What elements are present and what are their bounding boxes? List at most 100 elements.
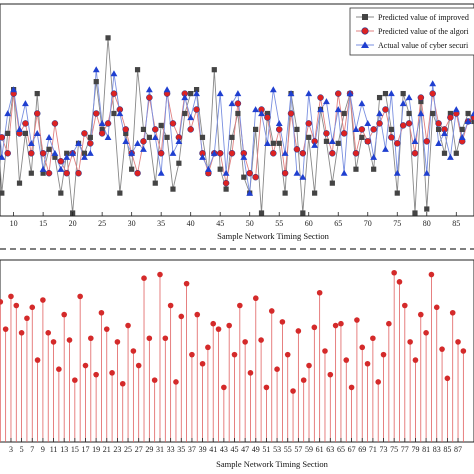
series-1-point: [418, 98, 424, 105]
series-3-point: [358, 100, 366, 107]
series-3-point: [145, 86, 153, 93]
stem-point: [82, 362, 89, 369]
stem-point: [221, 384, 227, 391]
stem-point: [173, 379, 179, 385]
bottom-x-tick-label: 57: [294, 445, 302, 454]
series-1-point: [341, 110, 347, 117]
series-3-point: [458, 133, 466, 140]
series-1-point: [276, 140, 282, 146]
series-1-point: [217, 166, 223, 172]
series-3-point: [45, 133, 53, 140]
top-x-tick-label: 15: [39, 219, 47, 228]
stem-point: [72, 377, 78, 383]
legend-label-algorithm: Predicted value of the algori: [378, 27, 469, 36]
bottom-x-tick-label: 15: [71, 445, 79, 454]
series-3-point: [429, 80, 437, 87]
bottom-x-tick-label: 25: [124, 445, 132, 454]
stem-point: [226, 322, 232, 329]
stem-point: [103, 326, 110, 332]
series-3-point: [275, 120, 283, 127]
series-1-point: [229, 134, 235, 140]
bottom-x-tick-label: 53: [273, 445, 281, 454]
series-3-point: [264, 139, 271, 146]
bottom-x-tick-label: 39: [199, 445, 207, 454]
stem-point: [338, 320, 344, 327]
series-1-point: [459, 126, 465, 133]
stem-point: [295, 328, 302, 334]
stem-point: [167, 302, 174, 309]
bottom-x-tick-label: 41: [209, 445, 217, 454]
stem-point: [449, 309, 456, 316]
stem-point: [77, 293, 83, 300]
series-2-point: [252, 173, 259, 181]
series-1-point: [182, 110, 188, 117]
top-x-tick-label: 35: [157, 219, 165, 228]
stem-point: [215, 326, 222, 332]
series-2-point: [157, 150, 165, 157]
stem-point: [386, 320, 392, 327]
top-x-tick-label: 20: [69, 219, 77, 228]
series-1-point: [81, 150, 88, 156]
stem-point: [141, 275, 147, 282]
legend-marker-triangle: [361, 41, 369, 48]
stem-point: [93, 371, 99, 378]
series-1-point: [435, 126, 442, 133]
series-2-point: [51, 120, 59, 127]
series-1-point: [241, 174, 247, 180]
series-1-point: [34, 90, 40, 97]
series-3-point: [370, 153, 378, 160]
series-3-point: [252, 106, 260, 113]
stem-point: [210, 320, 217, 327]
series-3-point: [16, 126, 23, 133]
series-1-point: [465, 110, 471, 117]
top-x-ticks: 10 15 20 25 30 35 40 45 50 55 60 65 70 75 80 85: [10, 212, 460, 228]
series-2-point: [399, 122, 407, 129]
bottom-x-tick-label: 83: [433, 445, 441, 454]
series-3-point: [305, 90, 313, 97]
stem-point: [370, 335, 376, 342]
stem-point: [29, 304, 36, 311]
series-2-point: [169, 120, 177, 127]
series-1-point: [164, 134, 170, 140]
series-3-point: [446, 153, 454, 160]
stem-point: [364, 360, 371, 367]
stem-point: [322, 348, 328, 354]
series-2-point: [287, 110, 295, 117]
series-1-point: [424, 206, 430, 212]
bottom-x-tick-label: 77: [401, 445, 409, 454]
stem-point: [252, 295, 259, 302]
series-2-point: [122, 126, 130, 133]
series-1-point: [223, 186, 229, 192]
series-3-point: [92, 66, 100, 73]
stem-point: [316, 289, 323, 296]
series-3-point: [75, 139, 82, 146]
series-3-point: [22, 100, 29, 107]
stem-point: [109, 370, 115, 376]
bottom-x-tick-label: 37: [188, 445, 196, 454]
series-1-point: [359, 134, 365, 140]
series-1-point: [323, 138, 330, 144]
series-1-point: [306, 134, 312, 140]
stem-point: [66, 337, 73, 343]
stem-point: [8, 293, 14, 300]
stem-point: [183, 280, 190, 287]
stem-point: [396, 279, 403, 285]
bottom-x-tick-label: 49: [252, 445, 260, 454]
stem-point: [2, 326, 9, 332]
series-3-point: [405, 94, 413, 101]
series-2-point: [39, 150, 47, 157]
stem-point: [98, 309, 105, 316]
series-1-point: [199, 134, 206, 140]
top-x-tick-label: 45: [216, 219, 224, 228]
series-1-point: [111, 110, 117, 117]
series-2-point: [4, 150, 11, 157]
series-3-point: [187, 114, 195, 121]
bottom-x-tick-label: 21: [103, 445, 111, 454]
bottom-x-tick-label: 33: [167, 445, 175, 454]
stem-point: [162, 335, 169, 342]
series-3-point: [140, 145, 147, 152]
series-1-point: [0, 190, 5, 196]
series-3-point: [334, 106, 342, 113]
stem-point: [199, 360, 206, 367]
series-3-point: [382, 145, 389, 152]
